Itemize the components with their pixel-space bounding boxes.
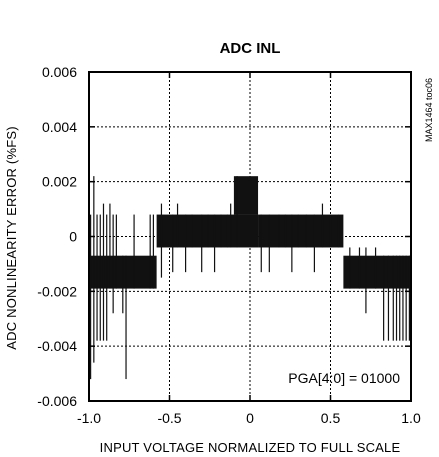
data-layer: [89, 176, 411, 380]
inl-band: [233, 176, 259, 215]
x-tick-label: -1.0: [77, 410, 101, 426]
pga-annotation: PGA[4:0] = 01000: [288, 370, 400, 386]
tick-layer: 0.006 0.004 0.002 0 -0.002 -0.004 -0.006-1.0 -0…: [37, 64, 421, 426]
inl-band: [343, 255, 411, 289]
x-tick-label: 1.0: [401, 410, 421, 426]
y-axis-title: ADC NONLINEARITY ERROR (%FS): [4, 126, 19, 350]
inl-band: [156, 214, 259, 248]
inl-band: [258, 214, 344, 248]
x-axis-title: INPUT VOLTAGE NORMALIZED TO FULL SCALE: [100, 440, 401, 455]
y-tick-label: -0.004: [37, 338, 77, 354]
chart-title: ADC INL: [220, 40, 281, 57]
y-tick-label: 0.006: [42, 64, 77, 80]
y-tick-label: 0.002: [42, 174, 77, 190]
y-tick-label: -0.002: [37, 283, 77, 299]
figure-code-label: MAX1464 toc06: [424, 78, 434, 142]
x-tick-label: -0.5: [157, 410, 181, 426]
y-tick-label: 0.004: [42, 119, 77, 135]
y-tick-label: -0.006: [37, 393, 77, 409]
y-tick-label: 0: [69, 229, 77, 245]
x-tick-label: 0: [246, 410, 254, 426]
x-tick-label: 0.5: [321, 410, 341, 426]
